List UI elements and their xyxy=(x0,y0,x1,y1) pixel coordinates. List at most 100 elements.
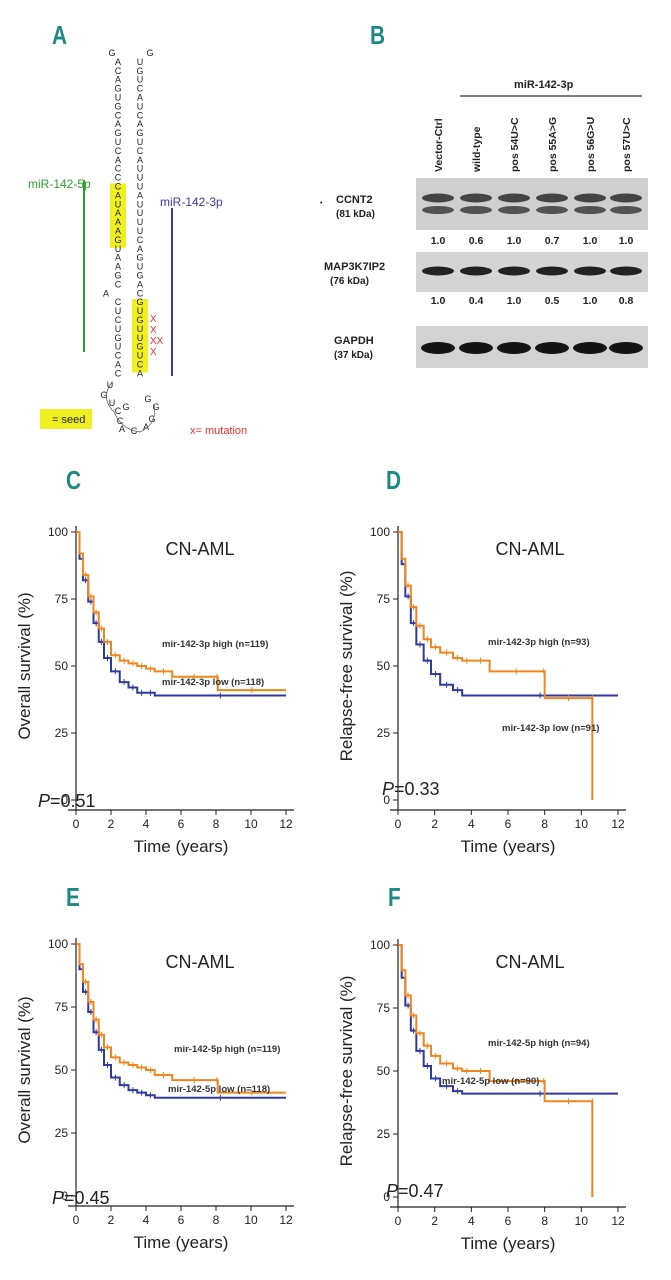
nucleotide: G xyxy=(108,48,115,58)
nucleotide: A xyxy=(103,288,109,298)
nucleotide: C xyxy=(115,406,122,416)
nucleotide: U xyxy=(137,306,144,316)
series-label: mir-142-3p low (n=91) xyxy=(502,723,599,734)
x-axis-label: Time (years) xyxy=(134,1233,229,1252)
nucleotide: U xyxy=(137,226,144,236)
nucleotide: A xyxy=(137,244,143,254)
gapdh-band xyxy=(497,342,531,354)
loop-backbone xyxy=(106,381,156,433)
nucleotide: A xyxy=(137,119,143,129)
nucleotide: A xyxy=(115,190,121,200)
quant-value: 1.0 xyxy=(583,295,598,307)
nucleotide: U xyxy=(115,93,122,103)
nucleotide: U xyxy=(115,199,122,209)
y-tick-label: 100 xyxy=(370,525,390,539)
nucleotide: U xyxy=(137,164,144,174)
ccnt2-band-upper xyxy=(536,193,568,203)
x-tick-label: 8 xyxy=(213,1213,220,1227)
nucleotide: A xyxy=(115,57,121,67)
mutation-mark: XX xyxy=(150,336,164,347)
p-value-number: =0.45 xyxy=(64,1188,110,1208)
gapdh-band xyxy=(459,342,493,354)
mutation-mark: X xyxy=(150,314,157,325)
y-tick-label: 25 xyxy=(377,1127,391,1141)
nucleotide: G xyxy=(114,271,121,281)
series-label: mir-142-5p high (n=119) xyxy=(174,1044,280,1055)
survival-curve xyxy=(76,531,286,692)
protein-kda: (37 kDa) xyxy=(334,350,373,361)
nucleotide: A xyxy=(137,190,143,200)
nucleotide: A xyxy=(119,424,125,434)
mir-5p-label: miR-142-5p xyxy=(28,177,91,191)
y-tick-label: 100 xyxy=(48,525,68,539)
panel-letter-d: D xyxy=(386,465,402,495)
nucleotide: G xyxy=(152,402,159,412)
nucleotide: U xyxy=(137,217,144,227)
gapdh-band xyxy=(573,342,607,354)
survival-curve xyxy=(76,531,286,697)
panel-letter-f: F xyxy=(388,882,401,912)
panel-letter-c: C xyxy=(66,465,82,495)
nucleotide: U xyxy=(115,137,122,147)
nucleotide: G xyxy=(136,66,143,76)
quant-value: 1.0 xyxy=(507,235,522,247)
map3k7ip2-band xyxy=(536,266,568,276)
nucleotide: C xyxy=(115,351,122,361)
x-tick-label: 6 xyxy=(505,1214,512,1228)
nucleotide: U xyxy=(115,342,122,352)
nucleotide: U xyxy=(137,199,144,209)
nucleotide: A xyxy=(115,360,121,370)
survival-curve xyxy=(398,944,594,1197)
y-tick-label: 25 xyxy=(55,1126,69,1140)
quant-value: 1.0 xyxy=(431,295,446,307)
y-tick-label: 25 xyxy=(55,726,69,740)
survival-curve xyxy=(76,943,286,1094)
series-label: mir-142-3p high (n=93) xyxy=(488,637,590,648)
lane-label: wild-type xyxy=(471,126,483,173)
x-axis-label: Time (years) xyxy=(134,837,229,856)
nucleotide: G xyxy=(114,235,121,245)
nucleotide: G xyxy=(122,402,129,412)
y-tick-label: 50 xyxy=(377,1064,391,1078)
y-tick-label: 50 xyxy=(377,659,391,673)
nucleotide: G xyxy=(144,394,151,404)
x-tick-label: 2 xyxy=(108,817,115,831)
nucleotide: A xyxy=(115,262,121,272)
nucleotide: A xyxy=(137,93,143,103)
seed-legend-label: = seed xyxy=(52,414,85,426)
y-tick-label: 75 xyxy=(55,1000,69,1014)
nucleotide: U xyxy=(137,333,144,343)
nucleotide: U xyxy=(137,324,144,334)
x-tick-label: 0 xyxy=(395,817,402,831)
ccnt2-band-lower xyxy=(460,206,492,214)
nucleotide: C xyxy=(137,360,144,370)
p-value: P=0.33 xyxy=(382,779,440,799)
seed-3p-highlight xyxy=(132,299,148,373)
nucleotide: G xyxy=(136,271,143,281)
y-tick-label: 0 xyxy=(383,793,390,807)
x-tick-label: 10 xyxy=(575,1214,589,1228)
map3k7ip2-band xyxy=(498,266,530,276)
nucleotide: C xyxy=(117,416,124,426)
x-tick-label: 4 xyxy=(143,1213,150,1227)
map3k7ip2-band xyxy=(574,266,606,276)
nucleotide: U xyxy=(115,324,122,334)
quant-value: 0.4 xyxy=(469,295,484,307)
map3k7ip2-band xyxy=(610,266,642,276)
protein-name: GAPDH xyxy=(334,335,374,347)
seed-5p-highlight xyxy=(110,183,126,248)
quant-value: 1.0 xyxy=(431,235,446,247)
ccnt2-band-upper xyxy=(422,193,454,203)
ccnt2-band-upper xyxy=(610,193,642,203)
nucleotide: U xyxy=(115,244,122,254)
chart-title: CN-AML xyxy=(495,952,564,972)
nucleotide: C xyxy=(115,182,122,192)
nucleotide: G xyxy=(114,128,121,138)
nucleotide: A xyxy=(143,422,149,432)
x-axis-label: Time (years) xyxy=(461,837,556,856)
gapdh-band xyxy=(535,342,569,354)
protein-kda: (76 kDa) xyxy=(330,276,369,287)
x-tick-label: 6 xyxy=(178,817,185,831)
ccnt2-band-upper xyxy=(460,193,492,203)
panel-letter-b: B xyxy=(370,20,386,50)
